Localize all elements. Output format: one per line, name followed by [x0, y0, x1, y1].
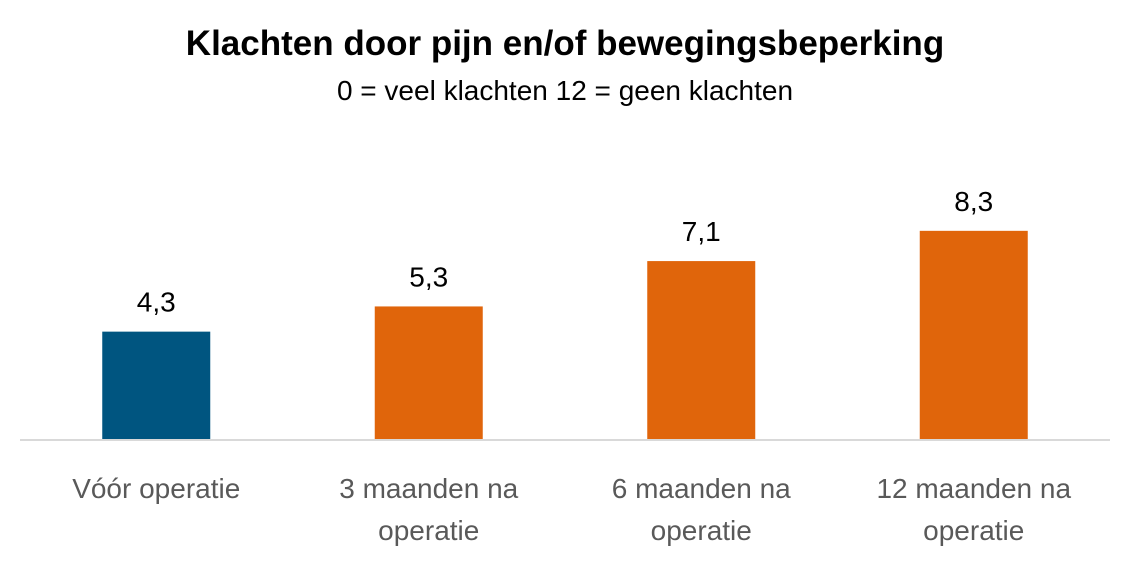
category-label-2-line-1: 3 maanden na	[339, 473, 518, 504]
bars-group	[102, 230, 1028, 440]
category-label-4-line-2: operatie	[923, 515, 1024, 546]
value-labels-group: 4,3 5,3 7,1 8,3	[137, 186, 993, 318]
category-labels-group: Vóór operatie 3 maanden na operatie 6 maand…	[72, 473, 1071, 546]
category-label-2-line-2: operatie	[378, 515, 479, 546]
category-label-3-line-1: 6 maanden na	[612, 473, 791, 504]
category-label-4-line-1: 12 maanden na	[876, 473, 1071, 504]
bar-2	[374, 306, 483, 440]
bar-4	[919, 230, 1028, 440]
bar-3	[647, 261, 756, 440]
value-label-2: 5,3	[409, 261, 448, 292]
bar-1	[102, 331, 211, 440]
category-label-3-line-2: operatie	[651, 515, 752, 546]
value-label-4: 8,3	[954, 186, 993, 217]
category-label-1-line-1: Vóór operatie	[72, 473, 240, 504]
chart-subtitle: 0 = veel klachten 12 = geen klachten	[337, 75, 793, 106]
chart-title: Klachten door pijn en/of bewegingsbeperk…	[186, 24, 944, 63]
value-label-1: 4,3	[137, 287, 176, 318]
value-label-3: 7,1	[682, 216, 721, 247]
